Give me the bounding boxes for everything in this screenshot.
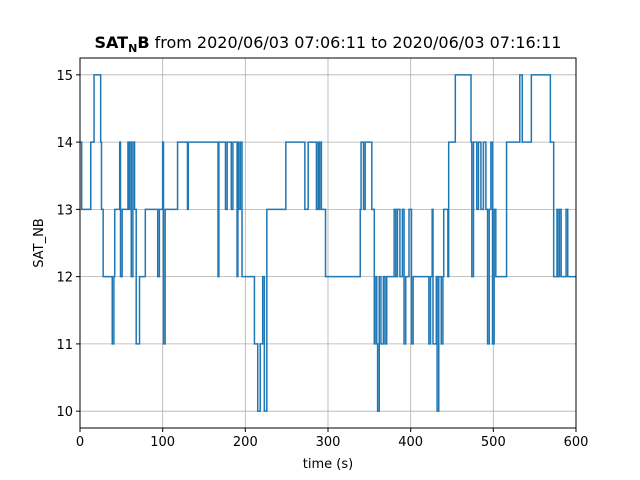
series-line (80, 74, 576, 412)
x-tick-label: 400 (398, 435, 423, 450)
chart-title-bold: SAT (95, 33, 129, 52)
y-tick-label: 13 (56, 203, 73, 218)
y-tick-label: 12 (56, 271, 73, 286)
y-axis-label: SAT_NB (32, 218, 47, 267)
x-tick-label: 0 (76, 435, 84, 450)
chart-title-bold-suffix: B (137, 33, 149, 52)
chart-title-rest: from 2020/06/03 07:06:11 to 2020/06/03 0… (150, 33, 562, 52)
x-tick-label: 600 (564, 435, 589, 450)
y-axis: 10 11 12 13 14 15 (56, 69, 80, 420)
x-tick-label: 300 (316, 435, 341, 450)
y-tick-label: 11 (56, 338, 73, 353)
chart-title: SATNB from 2020/06/03 07:06:11 to 2020/0… (95, 33, 562, 55)
x-axis-label: time (s) (303, 457, 353, 472)
series-layer (80, 74, 576, 412)
x-axis: 0 100 200 300 400 500 600 (76, 428, 589, 450)
y-tick-label: 14 (56, 136, 73, 151)
chart-title-subscript: N (128, 42, 137, 55)
y-tick-label: 15 (56, 69, 73, 84)
x-tick-label: 200 (233, 435, 258, 450)
x-tick-label: 100 (150, 435, 175, 450)
y-tick-label: 10 (56, 405, 73, 420)
x-tick-label: 500 (481, 435, 506, 450)
